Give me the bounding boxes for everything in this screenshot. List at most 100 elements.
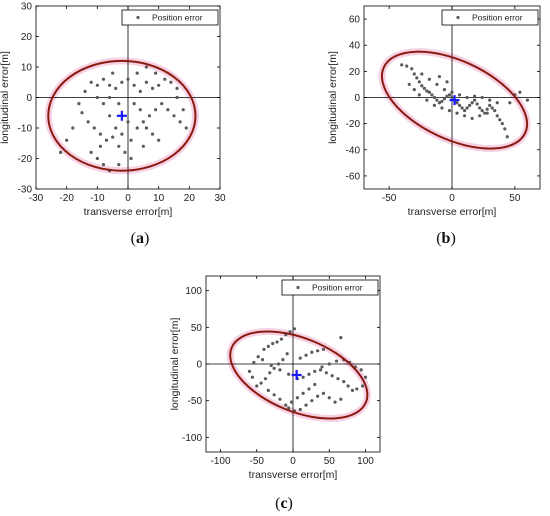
data-point <box>138 89 142 93</box>
data-point <box>442 97 447 101</box>
data-point <box>324 371 328 375</box>
data-point <box>141 144 145 148</box>
confidence-ellipse <box>229 330 369 420</box>
data-point <box>304 353 308 357</box>
data-point <box>447 93 452 97</box>
data-point <box>123 150 127 154</box>
data-point <box>462 114 467 118</box>
y-tick-label: 50 <box>191 323 203 334</box>
data-point <box>488 98 492 102</box>
data-point <box>450 95 454 100</box>
data-point <box>350 388 355 392</box>
data-point <box>157 83 161 87</box>
data-point <box>336 377 340 381</box>
y-tick-label: 60 <box>349 15 361 26</box>
x-tick-label: -50 <box>382 193 397 204</box>
data-point <box>462 108 467 113</box>
data-point <box>420 84 424 88</box>
x-axis-label: transverse error[m] <box>249 469 338 481</box>
data-point <box>256 355 260 359</box>
data-point <box>117 144 121 148</box>
y-tick-label: -40 <box>346 145 361 156</box>
data-point <box>310 350 314 354</box>
data-point <box>288 330 292 334</box>
data-point <box>465 106 469 110</box>
data-point <box>427 77 431 81</box>
data-point <box>503 127 507 131</box>
data-point <box>287 372 291 376</box>
x-tick-label: 0 <box>449 193 455 204</box>
y-tick-label: -60 <box>346 171 361 182</box>
data-point <box>266 344 270 348</box>
data-point <box>342 380 346 384</box>
y-tick-label: -20 <box>346 119 361 130</box>
data-point <box>488 103 492 107</box>
data-point <box>276 362 281 366</box>
confidence-ellipse <box>380 50 529 150</box>
data-point <box>295 396 299 400</box>
legend-entry: Position error <box>472 13 523 23</box>
data-point <box>80 111 84 115</box>
data-point <box>410 67 414 71</box>
data-point <box>138 108 142 112</box>
data-point <box>447 108 452 113</box>
data-point <box>298 407 302 412</box>
data-point <box>334 359 339 363</box>
data-point <box>339 397 343 401</box>
data-point <box>89 80 93 84</box>
data-point <box>457 103 462 107</box>
y-axis-label: longitudinal error[m] <box>327 51 339 144</box>
data-point <box>108 114 112 118</box>
data-point <box>101 163 106 167</box>
data-point <box>126 77 130 81</box>
data-point <box>327 396 331 400</box>
data-point <box>163 77 167 81</box>
data-point <box>101 77 106 81</box>
data-point <box>129 138 133 142</box>
data-point <box>98 144 102 148</box>
data-point <box>478 114 482 118</box>
legend-box <box>121 9 219 26</box>
y-axis-label: longitudinal error[m] <box>169 318 181 411</box>
data-point <box>169 80 173 84</box>
data-point <box>498 118 502 122</box>
data-point <box>407 82 411 87</box>
data-point <box>289 400 294 404</box>
legend-box <box>441 9 539 26</box>
data-point <box>71 126 75 130</box>
data-point <box>252 360 256 365</box>
data-point <box>430 93 434 97</box>
data-point <box>440 99 444 104</box>
data-point <box>475 102 479 106</box>
data-point <box>120 132 124 136</box>
chart-panel-c: -100 -50 0 50 100 -100 -50 0 50 100 transverse err… <box>169 275 381 512</box>
data-point <box>108 83 112 87</box>
x-tick-label: 10 <box>153 193 165 204</box>
data-point <box>271 341 275 346</box>
data-point <box>95 83 99 87</box>
data-point <box>141 120 145 124</box>
data-point <box>77 102 81 106</box>
x-axis-label: transverse error[m] <box>84 206 173 218</box>
data-point <box>427 90 431 94</box>
data-point <box>178 120 182 124</box>
data-point <box>120 80 124 84</box>
y-tick-label: -50 <box>188 396 203 407</box>
data-point <box>425 89 429 93</box>
data-point <box>460 106 464 110</box>
data-point <box>89 150 93 154</box>
data-point <box>181 108 185 112</box>
data-point <box>287 406 291 410</box>
data-point <box>285 352 289 356</box>
data-point <box>318 368 323 372</box>
data-point <box>480 108 484 113</box>
x-tick-label: -20 <box>59 193 74 204</box>
y-tick-label: -30 <box>18 185 33 196</box>
data-point <box>262 347 266 351</box>
data-point <box>108 95 112 100</box>
data-point <box>132 102 136 106</box>
legend-entry: Position error <box>312 283 363 293</box>
data-point <box>278 368 282 372</box>
data-point <box>86 120 90 124</box>
